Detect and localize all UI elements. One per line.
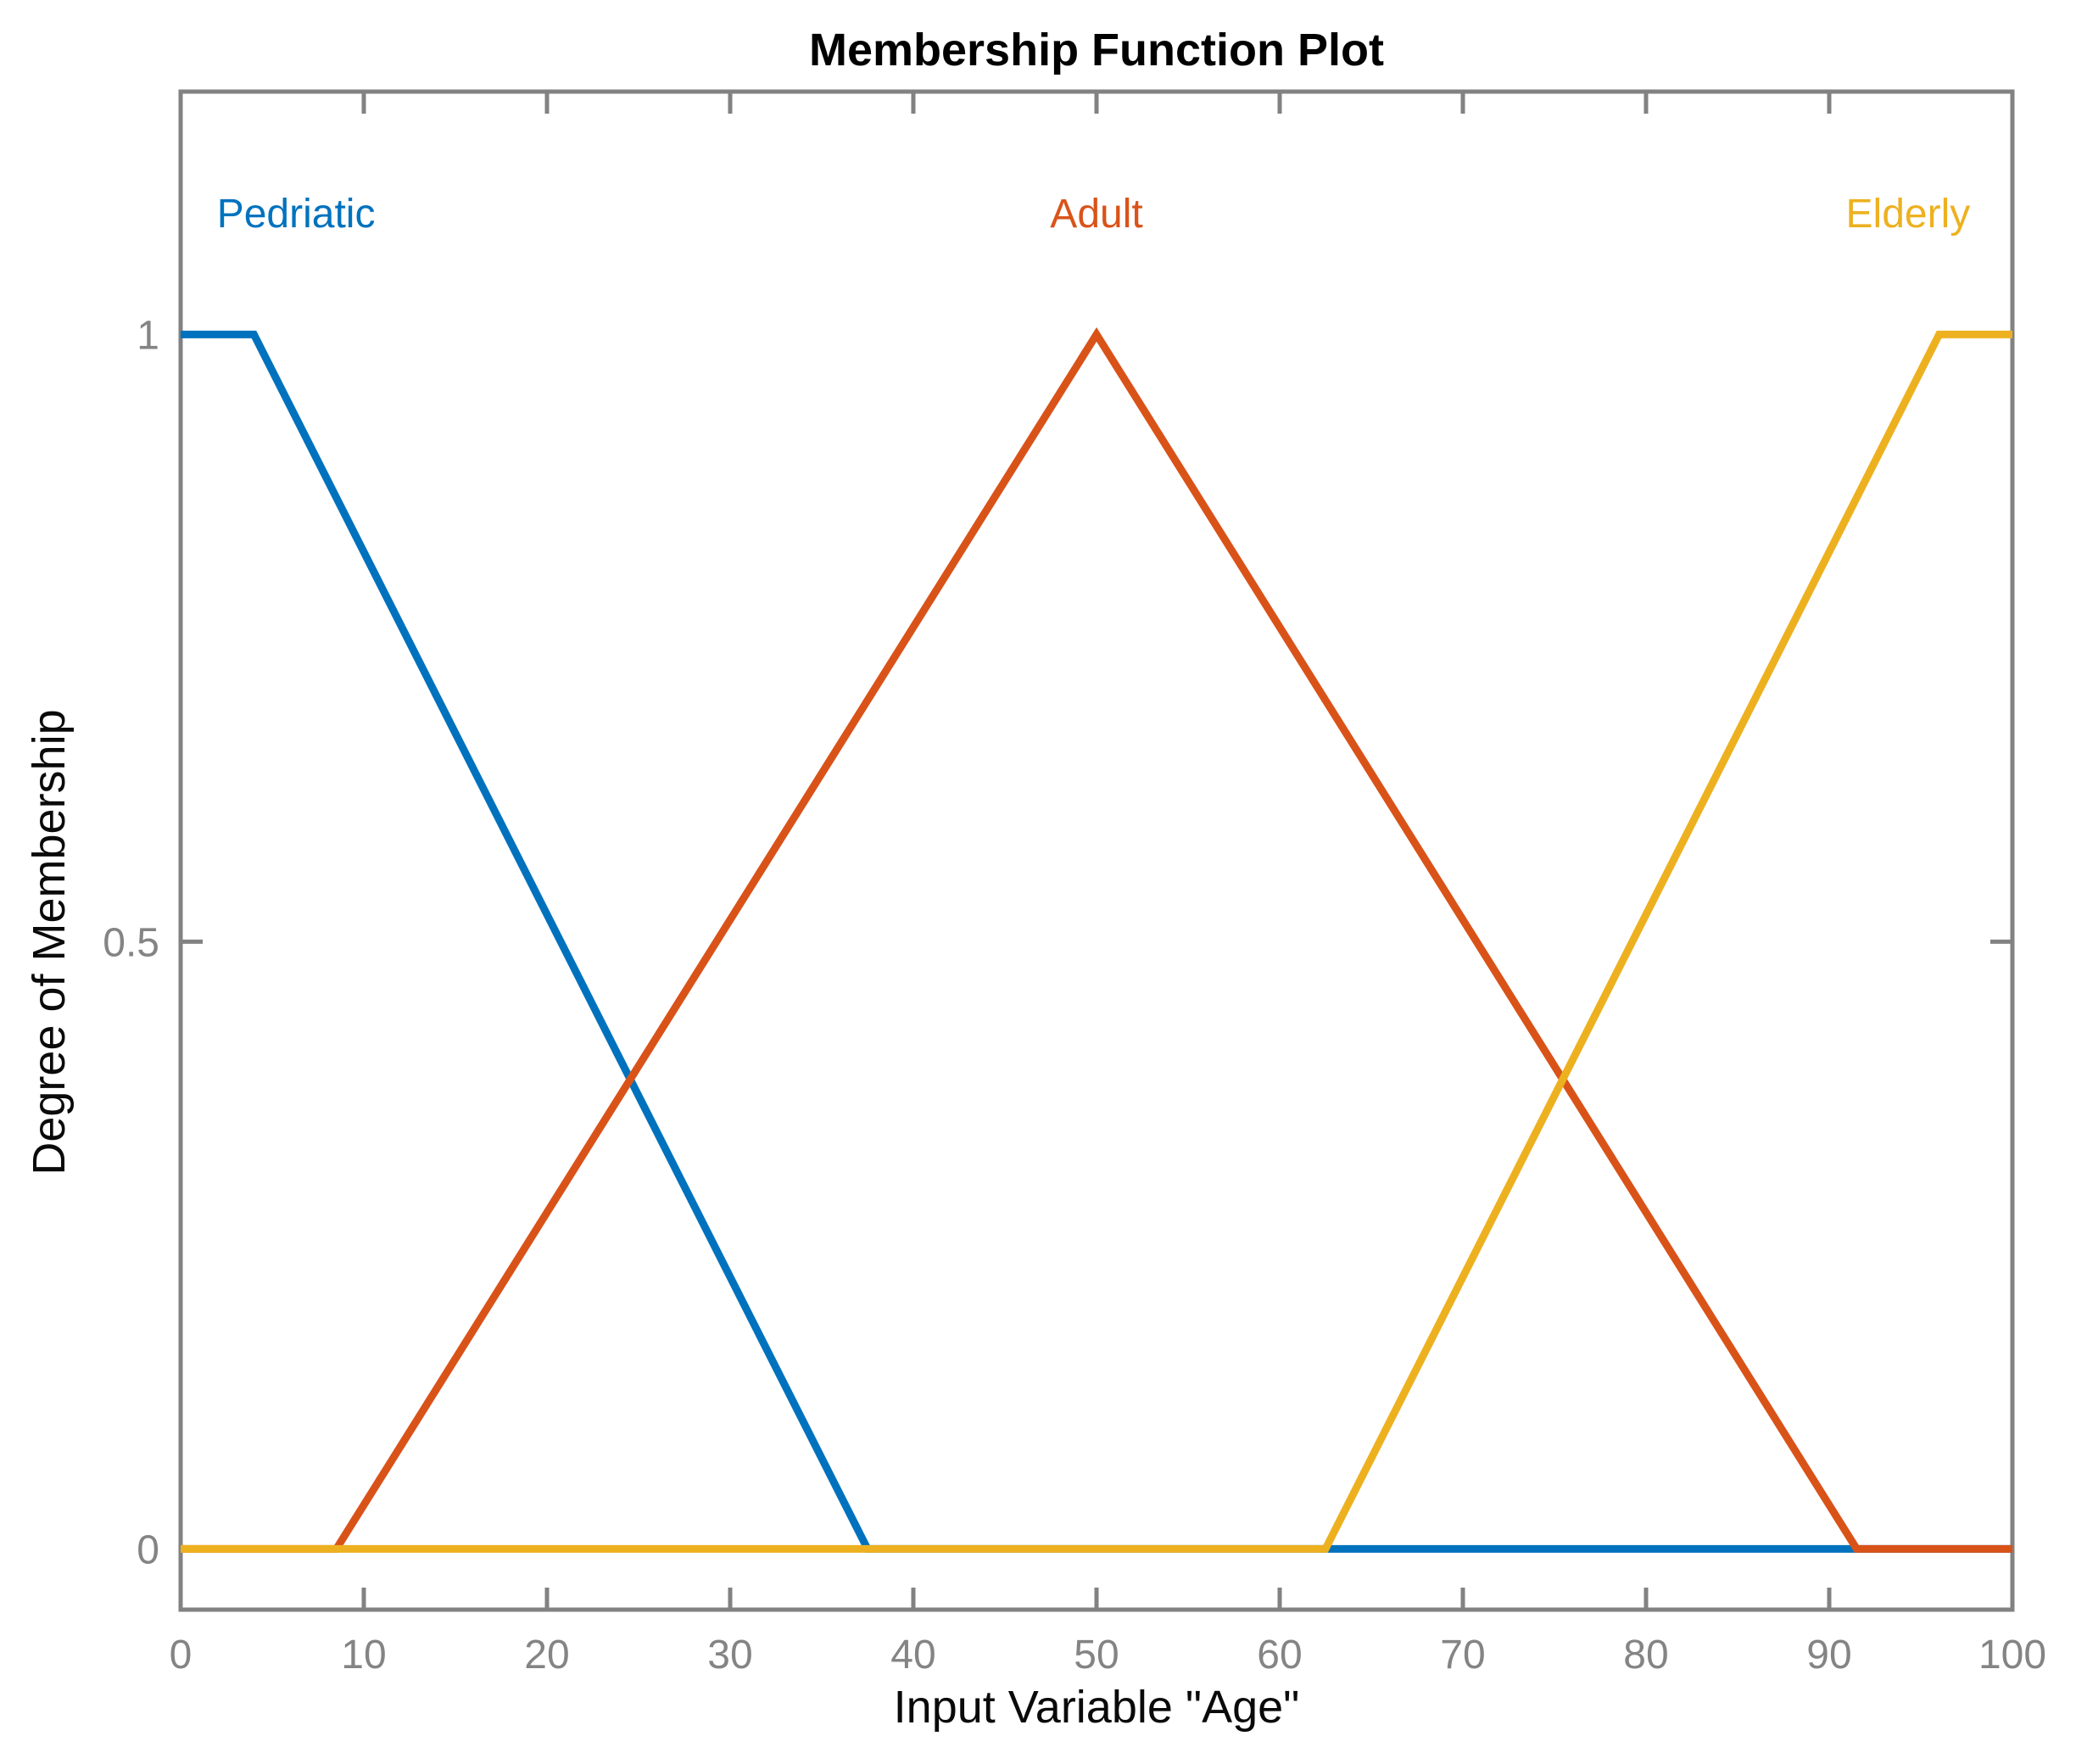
y-axis-label: Degree of Membership xyxy=(24,709,75,1175)
mf-label-elderly: Elderly xyxy=(1846,192,1971,237)
y-tick-label: 1 xyxy=(137,313,159,358)
x-tick-label: 0 xyxy=(170,1633,193,1677)
x-tick-label: 100 xyxy=(1978,1633,2046,1677)
chart-title: Membership Function Plot xyxy=(808,25,1384,75)
x-tick-label: 20 xyxy=(524,1633,569,1677)
x-tick-label: 70 xyxy=(1440,1633,1485,1677)
y-tick-label: 0.5 xyxy=(103,920,159,965)
axis-box xyxy=(178,89,2015,1612)
x-tick-label: 30 xyxy=(707,1633,752,1677)
mf-curve-pedriatic xyxy=(181,330,2012,1553)
x-axis-label: Input Variable "Age" xyxy=(893,1682,1300,1733)
mf-curve-elderly xyxy=(181,330,2012,1553)
mf-label-pedriatic: Pedriatic xyxy=(217,192,376,237)
x-tick-label: 40 xyxy=(890,1633,935,1677)
mf-label-adult: Adult xyxy=(1050,192,1142,237)
x-tick-label: 80 xyxy=(1623,1633,1668,1677)
x-tick-label: 10 xyxy=(341,1633,386,1677)
x-tick-label: 90 xyxy=(1806,1633,1851,1677)
y-tick-label: 0 xyxy=(137,1527,159,1572)
x-tick-label: 60 xyxy=(1257,1633,1302,1677)
mf-curve-adult xyxy=(181,327,2012,1553)
x-tick-label: 50 xyxy=(1074,1633,1119,1677)
